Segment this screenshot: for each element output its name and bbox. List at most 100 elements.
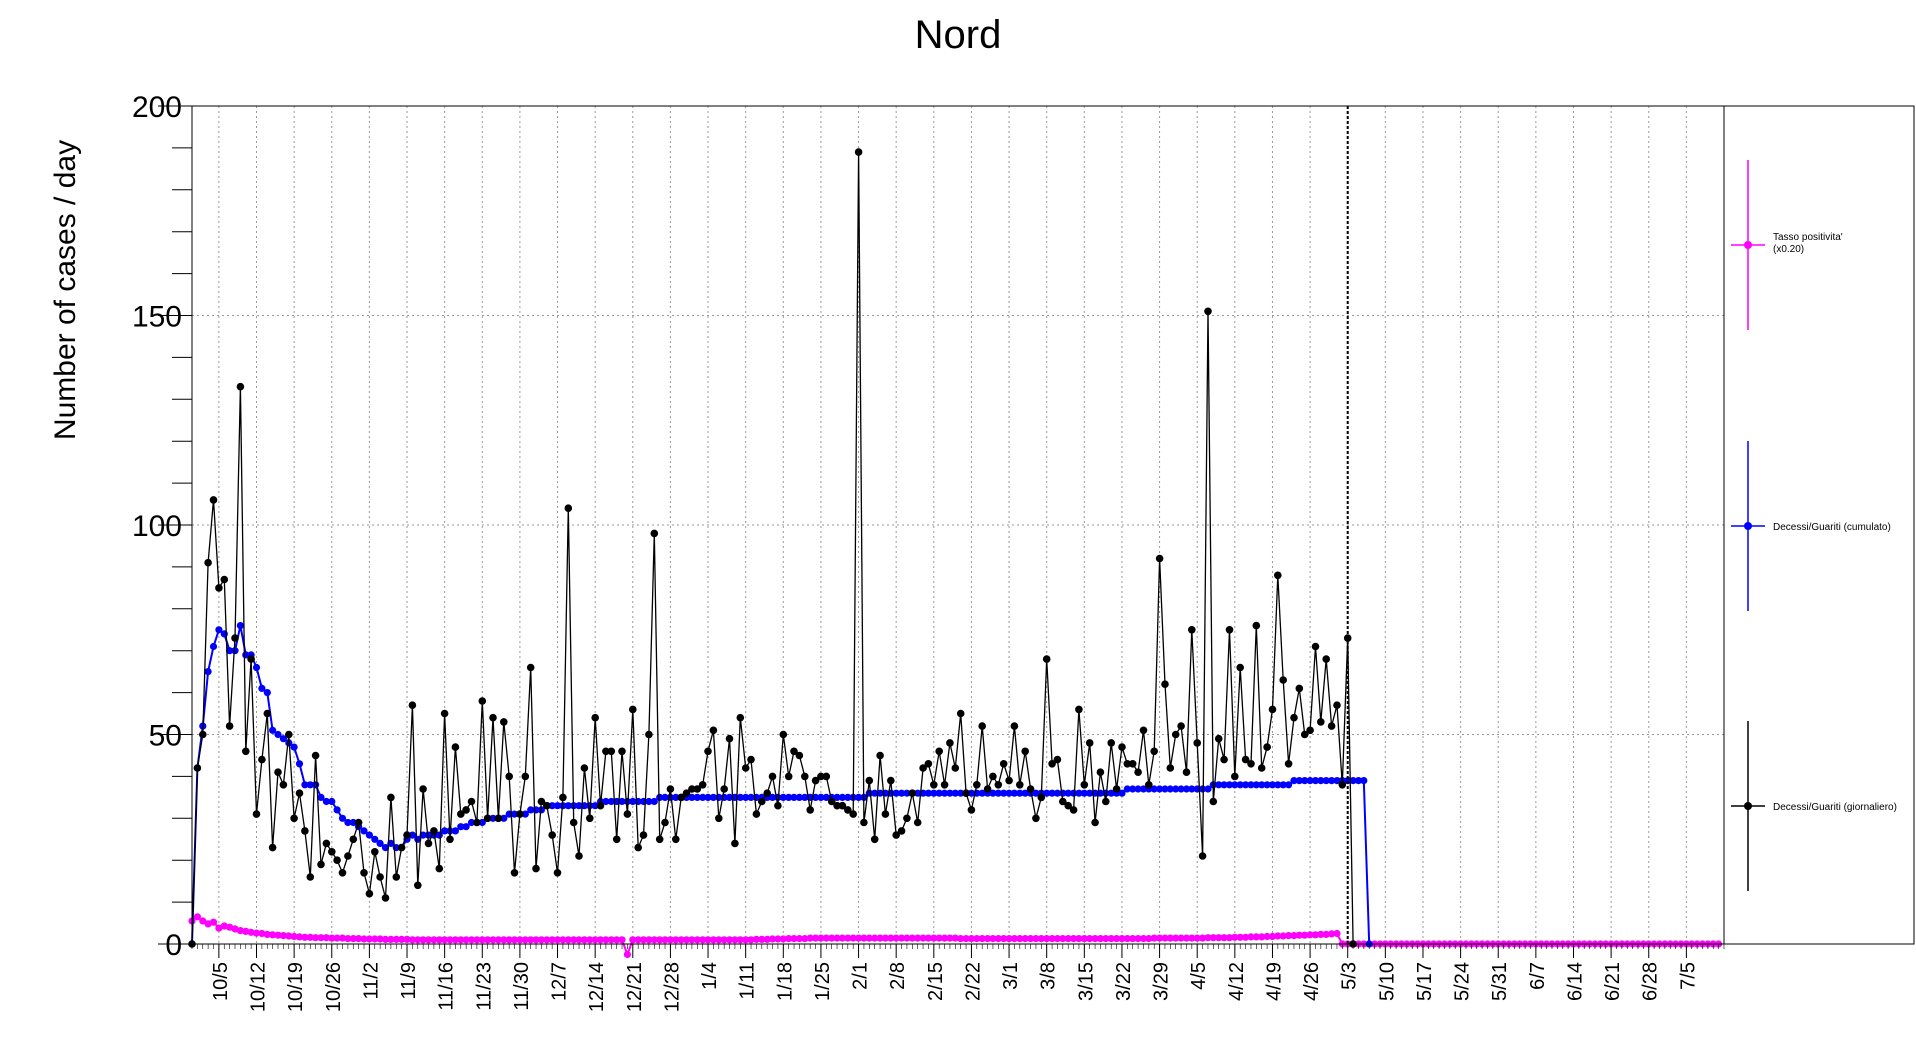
data-point-0 [908,789,917,797]
data-point-2 [720,936,728,944]
data-point-1 [747,793,755,802]
data-point-0 [521,772,530,781]
x-tick-label: 3/8 [1038,962,1060,990]
data-point-1 [527,806,535,814]
data-point-0 [1268,705,1277,714]
data-point-2 [656,936,664,944]
data-point-0 [806,806,814,814]
data-point-0 [263,709,272,718]
x-tick-label: 11/9 [398,962,420,999]
data-point-0 [236,382,245,391]
data-point-2 [978,935,986,943]
data-point-0 [532,864,540,873]
data-point-2 [613,936,621,944]
data-point-0 [424,839,433,848]
data-point-2 [398,935,406,944]
data-point-2 [790,935,798,943]
data-point-2 [1086,935,1094,943]
data-point-2 [1016,935,1024,943]
data-point-2 [833,934,841,942]
data-point-2 [693,936,701,944]
data-point-0 [1317,718,1325,726]
data-point-0 [553,869,562,877]
data-point-2 [795,935,804,943]
data-point-2 [1177,934,1185,942]
x-tick-label: 10/26 [323,962,345,1012]
data-point-1 [457,823,465,831]
data-point-1 [914,789,922,797]
data-point-0 [1123,760,1132,768]
data-point-0 [591,713,599,722]
data-point-1 [1236,781,1244,789]
data-point-0 [419,785,427,793]
data-point-1 [1010,789,1019,797]
data-point-2 [715,936,723,944]
data-point-1 [365,831,373,839]
data-point-2 [1274,932,1282,940]
data-point-2 [645,936,653,944]
data-point-1 [258,684,266,693]
data-point-2 [1247,933,1255,941]
data-point-0 [354,818,363,827]
data-point-2 [1053,935,1061,943]
data-point-0 [301,827,309,835]
data-point-1 [279,735,287,743]
legend-frame [1723,105,1915,945]
data-point-1 [779,793,787,802]
data-point-0 [1214,734,1223,743]
data-point-2 [1075,935,1083,943]
data-point-2 [457,936,465,944]
legend: Tasso positivita' (x0.20) Decessi/Guariti … [1731,160,1897,891]
data-point-1 [1070,789,1078,797]
data-point-0 [381,894,390,902]
data-point-2 [817,934,825,942]
data-point-0 [768,772,777,781]
data-point-2 [419,936,427,944]
data-point-0 [1236,663,1244,672]
data-point-1 [521,810,529,818]
data-point-1 [1064,789,1072,797]
data-point-0 [1102,797,1110,806]
data-point-1 [360,827,368,835]
data-point-1 [575,802,583,810]
data-point-0 [838,801,847,810]
data-point-2 [618,936,626,944]
data-point-0 [1263,743,1271,751]
data-point-2 [602,936,610,944]
data-point-2 [1322,930,1330,939]
data-point-0 [881,810,890,818]
data-point-1 [252,663,261,672]
data-point-0 [1274,571,1282,580]
data-point-1 [1016,789,1024,797]
data-point-2 [941,934,949,942]
data-point-2 [844,934,852,942]
data-point-0 [306,873,315,881]
y-tick-label: 200 [132,91,182,124]
x-tick-label: 6/28 [1640,962,1662,1001]
data-point-0 [698,781,707,789]
data-point-2 [258,929,266,938]
data-point-0 [629,705,637,714]
data-point-2 [930,934,938,942]
data-point-1 [855,793,863,802]
data-point-0 [655,835,664,844]
data-point-2 [570,936,578,944]
data-point-0 [709,726,718,735]
data-point-2 [430,936,438,944]
data-point-2 [1134,935,1142,943]
data-point-1 [1048,789,1056,797]
data-point-0 [1166,764,1175,772]
data-point-1 [1053,789,1061,797]
data-point-0 [1225,626,1234,634]
data-point-0 [688,785,696,793]
data-point-0 [1059,797,1067,806]
data-point-1 [785,793,793,802]
x-tick-label: 4/5 [1188,962,1210,990]
data-point-2 [1161,934,1169,942]
data-point-0 [844,806,852,814]
x-tick-label: 1/18 [774,962,796,1001]
data-point-2 [435,936,443,944]
data-point-1 [1172,785,1180,793]
data-point-0 [1010,722,1019,730]
x-tick-label: 10/5 [210,962,232,1001]
